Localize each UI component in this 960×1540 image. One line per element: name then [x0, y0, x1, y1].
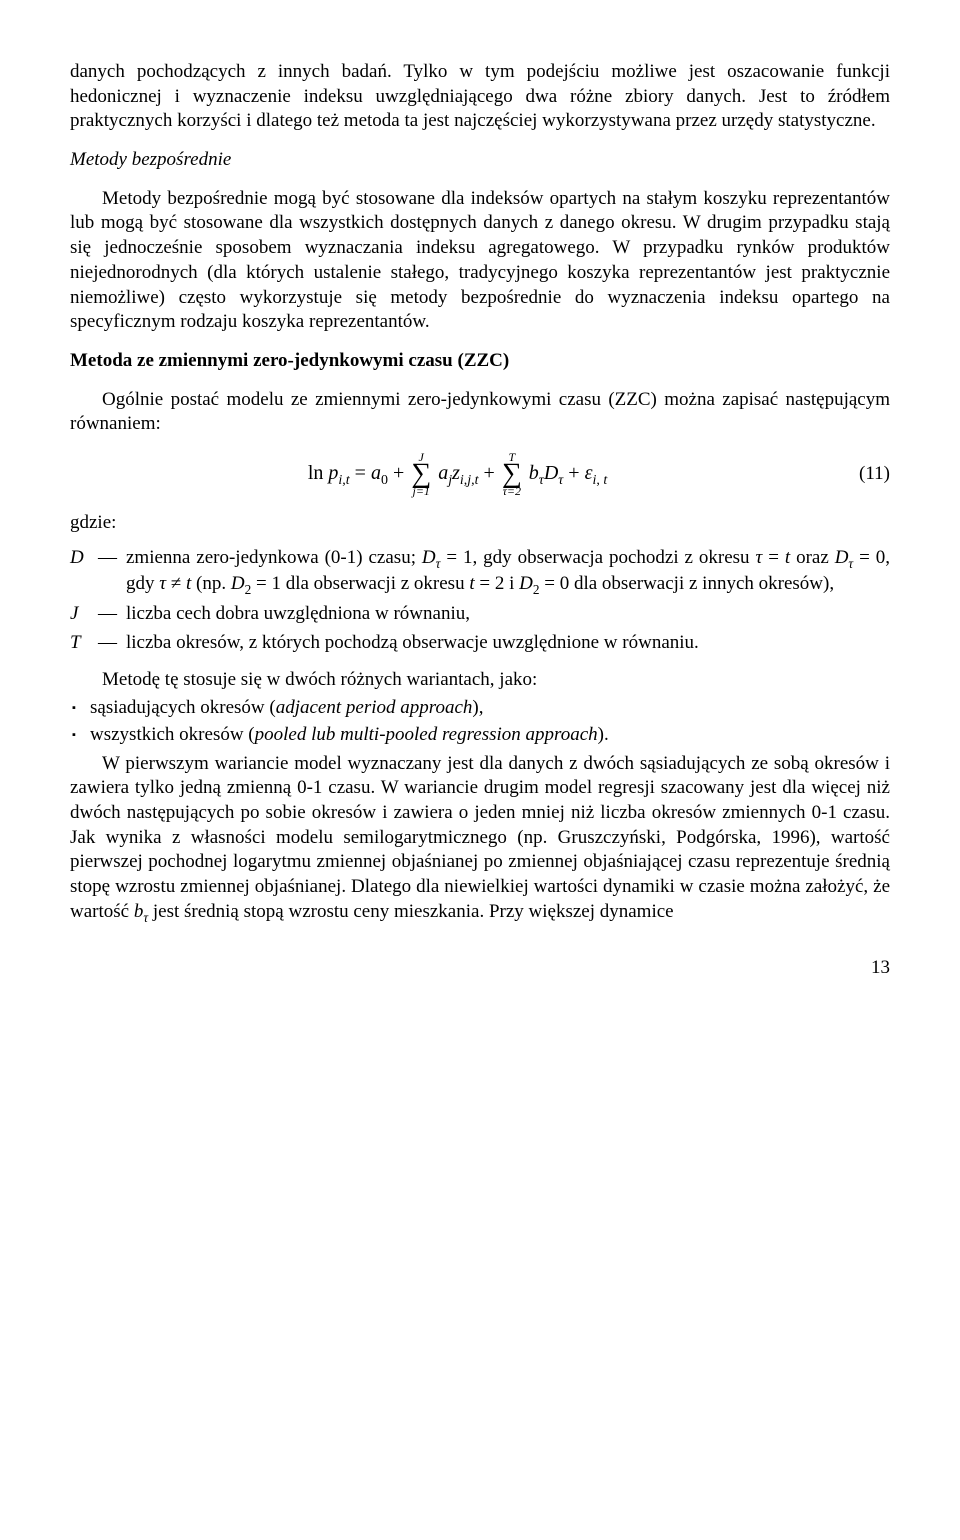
- paragraph-5: W pierwszym wariancie model wyznaczany j…: [70, 752, 890, 926]
- paragraph-4: Metodę tę stosuje się w dwóch różnych wa…: [70, 668, 890, 693]
- page-number: 13: [70, 956, 890, 981]
- variant-list: sąsiadujących okresów (adjacent period a…: [70, 696, 890, 747]
- b2a: wszystkich okresów (: [90, 724, 255, 745]
- p5b: jest średnią stopą wzrostu ceny mieszkan…: [148, 901, 674, 922]
- def-D-text-f: = 1 dla obserwacji z okresu: [251, 573, 469, 594]
- bullet-adjacent: sąsiadujących okresów (adjacent period a…: [70, 696, 890, 721]
- p5a: W pierwszym wariancie model wyznaczany j…: [70, 753, 890, 922]
- def-J-symbol: J: [70, 602, 98, 627]
- def-D: D — zmienna zero-jedynkowa (0-1) czasu; …: [70, 546, 890, 598]
- paragraph-3: Ogólnie postać modelu ze zmiennymi zero-…: [70, 388, 890, 437]
- b2c: ).: [598, 724, 609, 745]
- def-D-symbol: D: [70, 546, 98, 598]
- heading-methods-direct: Metody bezpośrednie: [70, 148, 890, 173]
- paragraph-1: danych pochodzących z innych badań. Tylk…: [70, 60, 890, 134]
- def-T-symbol: T: [70, 631, 98, 656]
- def-T-text: liczba okresów, z których pochodzą obser…: [126, 631, 890, 656]
- where-label: gdzie:: [70, 511, 890, 536]
- def-J-text: liczba cech dobra uwzględniona w równani…: [126, 602, 890, 627]
- def-J: J — liczba cech dobra uwzględniona w rów…: [70, 602, 890, 627]
- def-D-line2: = 0 dla obserwacji z innych okresów),: [540, 573, 835, 594]
- def-D-text: zmienna zero-jedynkowa (0-1) czasu; Dτ =…: [126, 546, 890, 598]
- def-D-text-c: oraz: [790, 547, 835, 568]
- paragraph-2: Metody bezpośrednie mogą być stosowane d…: [70, 187, 890, 335]
- b1a: sąsiadujących okresów (: [90, 697, 276, 718]
- definition-list: D — zmienna zero-jedynkowa (0-1) czasu; …: [70, 546, 890, 656]
- def-D-text-b: = 1, gdy obserwacja pochodzi z okresu: [440, 547, 755, 568]
- def-D-dash: —: [98, 546, 126, 598]
- equation-11: ln pi,t = a0 + J∑j=1 ajzi,j,t + T∑τ=2 bτ…: [70, 451, 890, 497]
- equation-number: (11): [845, 462, 890, 487]
- b1b: adjacent period approach: [276, 697, 473, 718]
- b2b: pooled lub multi-pooled regression appro…: [255, 724, 598, 745]
- def-D-text-a: zmienna zero-jedynkowa (0-1) czasu;: [126, 547, 422, 568]
- bullet-pooled: wszystkich okresów (pooled lub multi-poo…: [70, 723, 890, 748]
- b1c: ),: [472, 697, 483, 718]
- equation-body: ln pi,t = a0 + J∑j=1 ajzi,j,t + T∑τ=2 bτ…: [70, 451, 845, 497]
- def-D-text-e: (np.: [191, 573, 231, 594]
- def-J-dash: —: [98, 602, 126, 627]
- def-T-dash: —: [98, 631, 126, 656]
- def-T: T — liczba okresów, z których pochodzą o…: [70, 631, 890, 656]
- heading-zzc: Metoda ze zmiennymi zero-jedynkowymi cza…: [70, 349, 890, 374]
